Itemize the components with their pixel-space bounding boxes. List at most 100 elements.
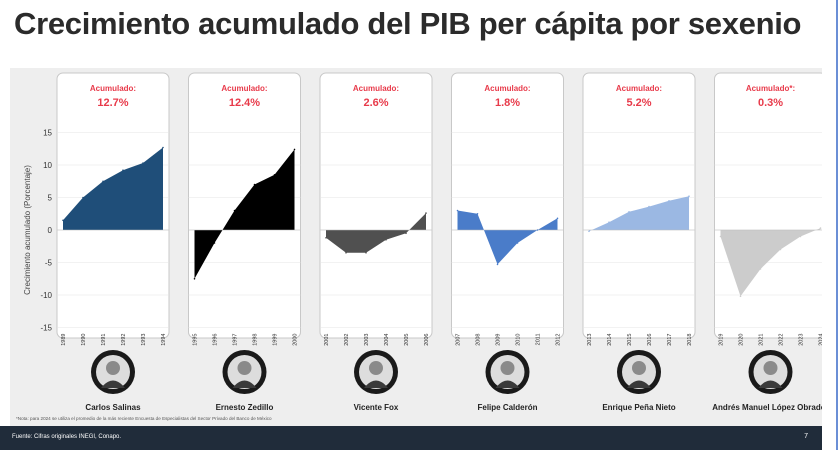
accumulated-label: Acumulado: (484, 84, 530, 93)
x-tick-label: 2024 (819, 334, 825, 346)
panel-carlos-salinas: Acumulado: 12.7% 1989 1990 1991 1992 1993 1994 C… (56, 72, 170, 412)
x-tick-label: 2006 (424, 334, 430, 346)
x-tick-label: 1993 (141, 334, 147, 346)
accumulated-label: Acumulado: (90, 84, 136, 93)
panel-frame (319, 72, 433, 339)
president-name: Vicente Fox (354, 403, 399, 412)
accumulated-value: 12.4% (229, 97, 260, 109)
accumulated-label: Acumulado: (353, 84, 399, 93)
portrait-head (500, 361, 515, 375)
x-tick-label: 2016 (647, 334, 653, 346)
accumulated-value: 1.8% (495, 97, 520, 109)
y-tick-label: 15 (43, 129, 52, 138)
y-tick-label: -5 (45, 259, 53, 268)
x-tick-label: 1992 (121, 334, 127, 346)
x-tick-label: 2000 (293, 334, 299, 346)
data-point (799, 235, 802, 238)
x-tick-label: 1989 (61, 334, 67, 346)
x-tick-label: 1996 (213, 334, 219, 346)
portrait-shoulders (101, 380, 125, 388)
portrait-shoulders (758, 380, 783, 388)
president-name: Ernesto Zedillo (216, 403, 274, 412)
x-tick-label: 1995 (193, 334, 199, 346)
data-point (668, 200, 670, 202)
president-name: Andrés Manuel López Obrador (712, 403, 828, 412)
data-point (648, 205, 650, 208)
portrait-shoulders (627, 380, 651, 388)
x-tick-label: 2004 (384, 334, 390, 346)
y-tick-label: -15 (40, 324, 52, 333)
president-name: Carlos Salinas (85, 403, 141, 412)
panel-andr-s-manuel-l-pez-obrador: Acumulado*: 0.3% 2019 2020 2021 2022 2023 2024 A… (712, 72, 829, 412)
accumulated-value: 2.6% (363, 97, 388, 109)
portrait-head (763, 361, 778, 375)
data-point (253, 183, 256, 186)
portrait-shoulders (495, 380, 520, 388)
page-number: 7 (804, 433, 808, 440)
data-point (779, 248, 782, 251)
data-point (102, 180, 104, 183)
president-name: Felipe Calderón (477, 403, 537, 412)
x-tick-label: 2009 (496, 334, 502, 346)
x-tick-label: 2002 (344, 334, 350, 346)
data-point (162, 146, 164, 149)
data-point (293, 148, 296, 151)
data-point (739, 295, 742, 298)
x-tick-label: 2021 (759, 334, 765, 346)
y-tick-label: -10 (40, 291, 52, 300)
data-point (759, 268, 762, 270)
panels: Acumulado: 12.7% 1989 1990 1991 1992 1993 1994 C… (56, 72, 829, 412)
panel-vicente-fox: Acumulado: 2.6% 2001 2002 2003 2004 2005 2006 Vi… (319, 72, 433, 412)
panel-felipe-calder-n: Acumulado: 1.8% 2007 2008 2009 2010 2011 2012 Fe… (451, 72, 564, 412)
x-tick-label: 2012 (556, 334, 562, 346)
data-point (476, 213, 479, 215)
accumulated-value: 0.3% (758, 97, 783, 109)
accumulated-value: 5.2% (626, 97, 651, 109)
x-tick-label: 2013 (587, 334, 593, 346)
data-point (819, 227, 822, 229)
accumulated-label: Acumulado*: (746, 84, 795, 93)
data-point (122, 169, 124, 171)
data-point (193, 278, 196, 280)
data-point (536, 229, 539, 231)
area-series (720, 228, 821, 297)
data-point (608, 221, 610, 223)
x-tick-label: 1999 (273, 334, 279, 346)
x-tick-label: 2018 (687, 334, 693, 346)
right-edge (822, 0, 840, 450)
x-tick-label: 2005 (404, 334, 410, 346)
data-point (233, 209, 236, 212)
data-point (688, 195, 690, 197)
x-tick-label: 2023 (799, 334, 805, 346)
x-tick-label: 1997 (233, 334, 239, 346)
accumulated-label: Acumulado: (616, 84, 662, 93)
data-point (142, 162, 144, 164)
portrait-shoulders (364, 380, 388, 388)
page-title: Crecimiento acumulado del PIB per cápita… (14, 6, 802, 41)
portrait-head (237, 361, 252, 375)
panel-frame (451, 72, 564, 339)
x-tick-label: 2007 (456, 334, 462, 346)
y-axis: Crecimiento acumulado (Porcentaje) 15 10 5 0… (23, 129, 53, 333)
area-series (326, 213, 426, 253)
data-point (496, 263, 499, 266)
x-tick-label: 2014 (607, 334, 613, 346)
data-point (365, 252, 367, 254)
footnote: *Nota: para 2024 se utiliza el promedio … (16, 416, 272, 421)
x-tick-label: 2001 (324, 334, 330, 346)
data-point (213, 242, 216, 244)
data-point (82, 196, 84, 199)
data-point (273, 174, 276, 176)
panel-enrique-pe-a-nieto: Acumulado: 5.2% 2013 2014 2015 2016 2017 2018 En… (582, 72, 696, 412)
data-point (385, 239, 387, 241)
x-tick-label: 2010 (516, 334, 522, 346)
y-tick-label: 0 (48, 226, 53, 235)
area-series (457, 210, 558, 265)
portrait-head (369, 361, 383, 375)
accumulated-value: 12.7% (97, 97, 128, 109)
data-point (405, 232, 407, 235)
source-text: Fuente: Cifras originales INEGI, Conapo. (12, 434, 122, 440)
area-series (194, 149, 295, 279)
panel-frame (714, 72, 827, 339)
x-tick-label: 1994 (161, 334, 167, 346)
